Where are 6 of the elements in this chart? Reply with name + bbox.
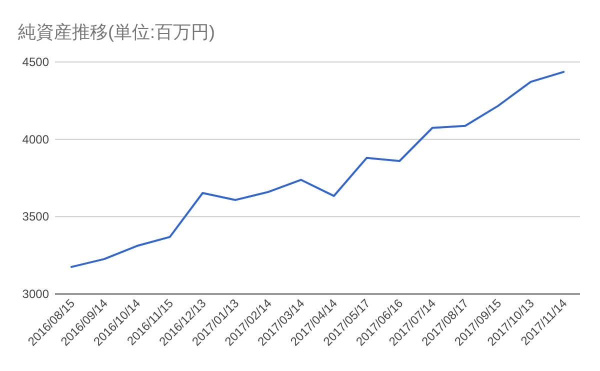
chart-title: 純資産推移(単位:百万円) <box>18 22 215 42</box>
y-tick-label: 4000 <box>22 132 50 146</box>
y-tick-label: 4500 <box>22 55 50 69</box>
y-tick-label: 3500 <box>22 210 50 224</box>
line-series <box>70 70 565 268</box>
y-tick-label: 3000 <box>22 287 50 301</box>
